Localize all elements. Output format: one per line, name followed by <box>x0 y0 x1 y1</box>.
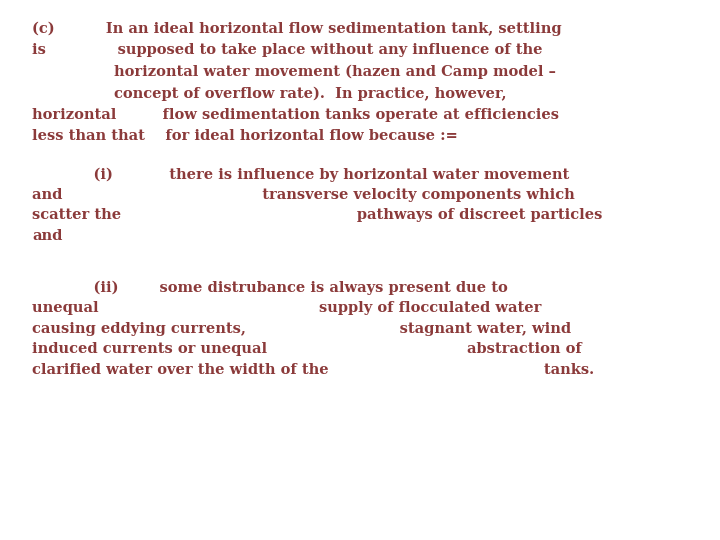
Text: is              supposed to take place without any influence of the: is supposed to take place without any in… <box>32 43 543 57</box>
Text: horizontal water movement (hazen and Camp model –: horizontal water movement (hazen and Cam… <box>32 65 557 79</box>
Text: causing eddying currents,                              stagnant water, wind: causing eddying currents, stagnant water… <box>32 322 572 336</box>
Text: unequal                                           supply of flocculated water: unequal supply of flocculated water <box>32 301 541 315</box>
Text: horizontal         flow sedimentation tanks operate at efficiencies: horizontal flow sedimentation tanks oper… <box>32 108 559 122</box>
Text: less than that    for ideal horizontal flow because :=: less than that for ideal horizontal flow… <box>32 129 458 143</box>
Text: scatter the                                              pathways of discreet pa: scatter the pathways of discreet pa <box>32 208 603 222</box>
Text: and                                       transverse velocity components which: and transverse velocity components which <box>32 188 575 202</box>
Text: clarified water over the width of the                                          t: clarified water over the width of the t <box>32 363 595 377</box>
Text: induced currents or unequal                                       abstraction of: induced currents or unequal abstraction … <box>32 342 582 356</box>
Text: (ii)        some distrubance is always present due to: (ii) some distrubance is always present … <box>32 281 508 295</box>
Text: and: and <box>32 229 63 243</box>
Text: concept of overflow rate).  In practice, however,: concept of overflow rate). In practice, … <box>32 86 507 101</box>
Text: (c)          In an ideal horizontal flow sedimentation tank, settling: (c) In an ideal horizontal flow sediment… <box>32 22 562 36</box>
Text: (i)           there is influence by horizontal water movement: (i) there is influence by horizontal wat… <box>32 167 570 182</box>
